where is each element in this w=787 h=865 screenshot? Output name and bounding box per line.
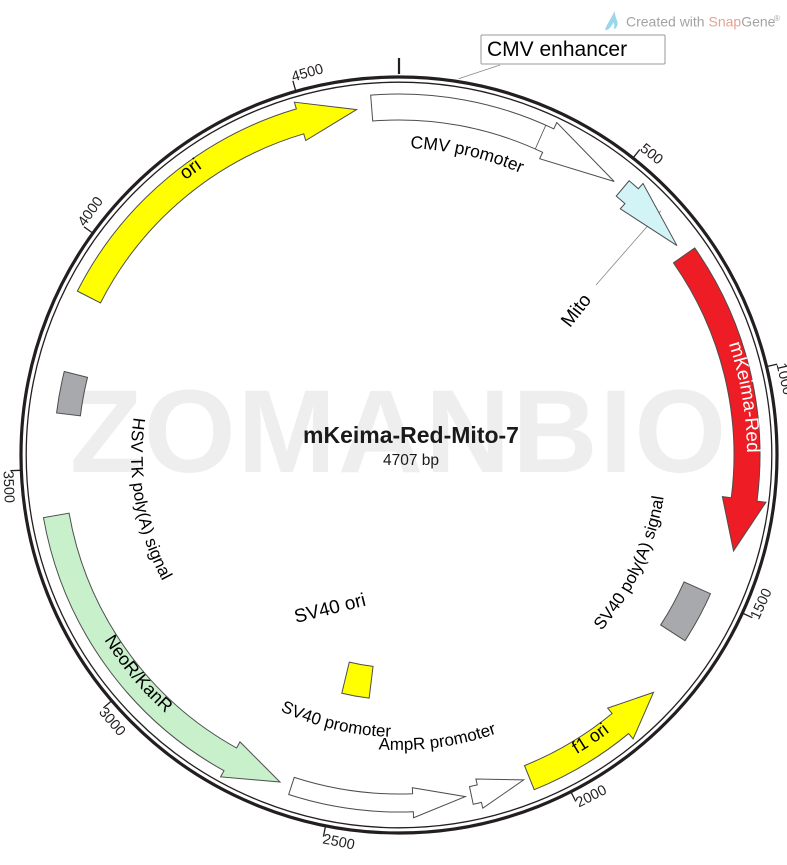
svg-text:3500: 3500 <box>0 470 17 503</box>
svg-text:SV40 poly(A) signal: SV40 poly(A) signal <box>590 494 668 633</box>
svg-text:1000: 1000 <box>772 361 787 396</box>
svg-text:SV40 promoter: SV40 promoter <box>278 697 391 741</box>
svg-text:CMV enhancer: CMV enhancer <box>487 38 627 61</box>
svg-text:4707 bp: 4707 bp <box>383 452 439 469</box>
svg-text:®: ® <box>774 14 780 23</box>
svg-text:4000: 4000 <box>75 194 107 230</box>
svg-text:SV40 ori: SV40 ori <box>292 590 368 628</box>
svg-text:AmpR promoter: AmpR promoter <box>378 719 498 754</box>
svg-text:Created with SnapGene: Created with SnapGene <box>626 14 776 30</box>
svg-text:3000: 3000 <box>95 705 128 740</box>
svg-text:Mito: Mito <box>557 290 596 331</box>
svg-text:2500: 2500 <box>321 831 356 853</box>
svg-text:4500: 4500 <box>290 61 325 85</box>
svg-text:mKeima-Red-Mito-7: mKeima-Red-Mito-7 <box>303 422 519 448</box>
